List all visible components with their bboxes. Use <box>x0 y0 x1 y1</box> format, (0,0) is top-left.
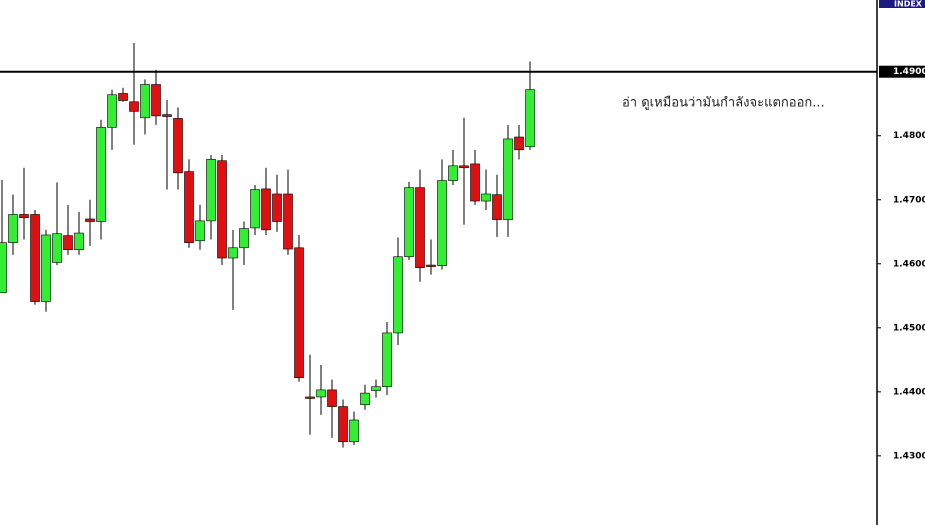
candle-body <box>316 389 326 398</box>
candle-body <box>481 193 491 202</box>
candle-body <box>96 127 106 222</box>
candle-body <box>404 187 414 258</box>
candle-body <box>525 89 535 147</box>
candle-body <box>239 228 249 249</box>
candle-body <box>338 406 348 443</box>
candle-body <box>360 392 370 405</box>
candle-body <box>228 247 238 259</box>
candle-body <box>19 214 29 218</box>
price-label-box <box>879 65 925 78</box>
candle-body <box>437 180 447 267</box>
candle-body <box>74 232 84 250</box>
y-tick-label: 1.4800 <box>893 131 925 141</box>
header: INDEX <box>894 0 923 9</box>
candle-body <box>184 171 194 243</box>
candle-body <box>349 419 359 443</box>
candle-body <box>217 160 227 259</box>
candle-body <box>118 93 128 101</box>
candle-body <box>129 101 139 112</box>
candle-body <box>305 396 315 399</box>
y-tick-label: 1.4300 <box>893 451 925 461</box>
candle-body <box>107 94 117 128</box>
candle-body <box>151 84 161 117</box>
candle-body <box>85 218 95 222</box>
candle-body <box>195 220 205 242</box>
candle-body <box>283 193 293 250</box>
candle-body <box>448 165 458 181</box>
candle-body <box>63 235 73 250</box>
candle-body <box>294 247 304 379</box>
candle-body <box>272 193 282 222</box>
candle-body <box>8 214 18 243</box>
candle-body <box>30 214 40 302</box>
candle-body <box>52 233 62 263</box>
candle-body <box>415 187 425 268</box>
y-tick-label: 1.4600 <box>893 259 925 269</box>
candle-body <box>173 118 183 174</box>
candle-body <box>0 242 7 293</box>
candle-body <box>41 234 51 302</box>
candle-body <box>503 138 513 220</box>
candle-body <box>382 332 392 388</box>
annotation: อ่า ดูเหมือนว่ามันกำลังจะแตกออก... <box>622 95 825 111</box>
candle-body <box>261 188 271 231</box>
candle-body <box>327 389 337 407</box>
candle-body <box>140 84 150 119</box>
candle-body <box>393 256 403 334</box>
candle-body <box>492 194 502 220</box>
header-box <box>879 0 925 8</box>
candle-body <box>459 165 469 169</box>
candle-body <box>426 264 436 267</box>
y-tick-label: 1.4400 <box>893 387 925 397</box>
candle-body <box>206 159 216 222</box>
candle-body <box>250 189 260 229</box>
candle-body <box>514 136 524 151</box>
candle-body <box>470 163 480 202</box>
candle-body <box>162 114 172 117</box>
y-tick-label: 1.4700 <box>893 195 925 205</box>
candle-body <box>371 386 381 391</box>
y-tick-label: 1.4500 <box>893 323 925 333</box>
price-label: 1.4900 <box>893 67 925 77</box>
